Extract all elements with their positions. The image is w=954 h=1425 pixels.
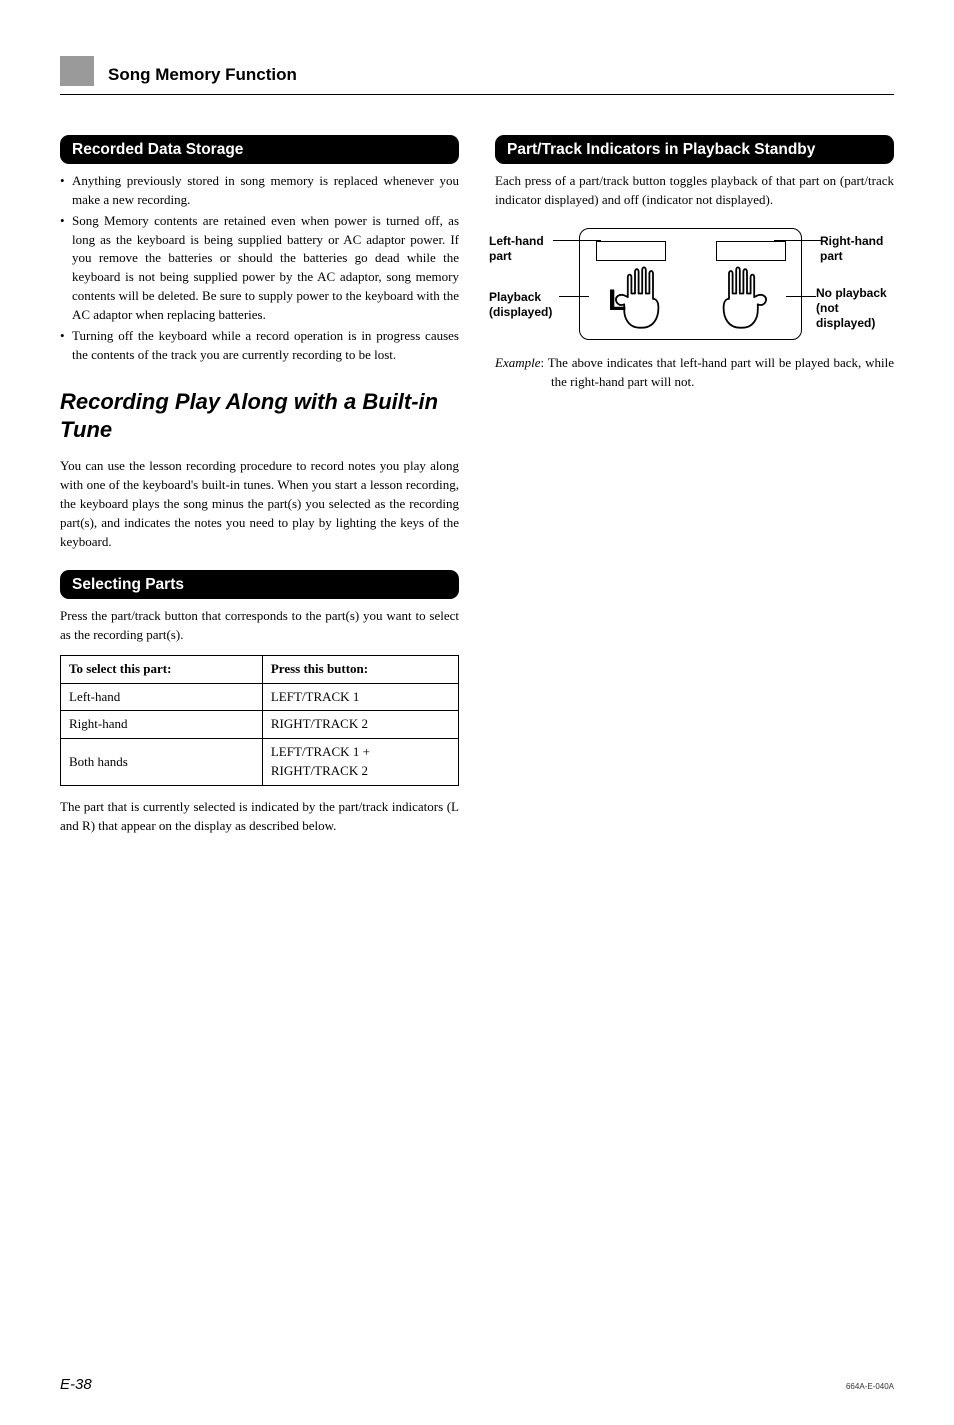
section-header-indicators: Part/Track Indicators in Playback Standb… <box>495 135 894 164</box>
recorded-data-bullets: Anything previously stored in song memor… <box>60 172 459 364</box>
table-cell: Left-hand <box>61 683 263 711</box>
keyboard-box-right <box>716 241 786 261</box>
left-column: Recorded Data Storage Anything previousl… <box>60 135 459 854</box>
label-right-hand-part: Right-hand part <box>820 234 900 264</box>
selecting-parts-outro: The part that is currently selected is i… <box>60 798 459 836</box>
table-cell: LEFT/TRACK 1 + RIGHT/TRACK 2 <box>262 739 458 786</box>
label-no-playback: No playback (not displayed) <box>816 286 900 331</box>
main-heading: Recording Play Along with a Built-in Tun… <box>60 388 459 443</box>
table-row: Left-hand LEFT/TRACK 1 <box>61 683 459 711</box>
bullet-item: Turning off the keyboard while a record … <box>60 327 459 365</box>
keyboard-box-left <box>596 241 666 261</box>
indicator-L: L <box>608 279 626 323</box>
section-header-recorded-data: Recorded Data Storage <box>60 135 459 164</box>
page-header: Song Memory Function <box>60 50 894 95</box>
example-text: : The above indicates that left-hand par… <box>540 355 894 389</box>
page-footer: E-38 664A-E-040A <box>60 1374 894 1396</box>
keyboard-box-row <box>588 241 793 261</box>
diagram-box: L <box>579 228 802 340</box>
content-columns: Recorded Data Storage Anything previousl… <box>60 135 894 854</box>
table-header: Press this button: <box>262 655 458 683</box>
table-cell: Right-hand <box>61 711 263 739</box>
label-left-hand-part: Left-hand part <box>489 234 559 264</box>
bullet-item: Song Memory contents are retained even w… <box>60 212 459 325</box>
section-header-selecting-parts: Selecting Parts <box>60 570 459 599</box>
parts-table: To select this part: Press this button: … <box>60 655 459 786</box>
intro-paragraph: You can use the lesson recording procedu… <box>60 457 459 551</box>
indicators-intro: Each press of a part/track button toggle… <box>495 172 894 210</box>
table-cell: LEFT/TRACK 1 <box>262 683 458 711</box>
diagram-container: Left-hand part Right-hand part Playback … <box>495 228 894 340</box>
right-column: Part/Track Indicators in Playback Standb… <box>495 135 894 854</box>
table-row: Right-hand RIGHT/TRACK 2 <box>61 711 459 739</box>
table-cell: RIGHT/TRACK 2 <box>262 711 458 739</box>
page-title: Song Memory Function <box>108 63 297 88</box>
page-number: E-38 <box>60 1374 92 1396</box>
label-playback-displayed: Playback (displayed) <box>489 290 563 320</box>
example-paragraph: Example: The above indicates that left-h… <box>495 354 894 392</box>
table-row: To select this part: Press this button: <box>61 655 459 683</box>
example-label: Example <box>495 355 540 370</box>
right-hand-icon <box>702 265 774 331</box>
header-tab <box>60 56 94 86</box>
table-row: Both hands LEFT/TRACK 1 + RIGHT/TRACK 2 <box>61 739 459 786</box>
table-header: To select this part: <box>61 655 263 683</box>
document-code: 664A-E-040A <box>846 1381 894 1393</box>
selecting-parts-intro: Press the part/track button that corresp… <box>60 607 459 645</box>
table-cell: Both hands <box>61 739 263 786</box>
bullet-item: Anything previously stored in song memor… <box>60 172 459 210</box>
